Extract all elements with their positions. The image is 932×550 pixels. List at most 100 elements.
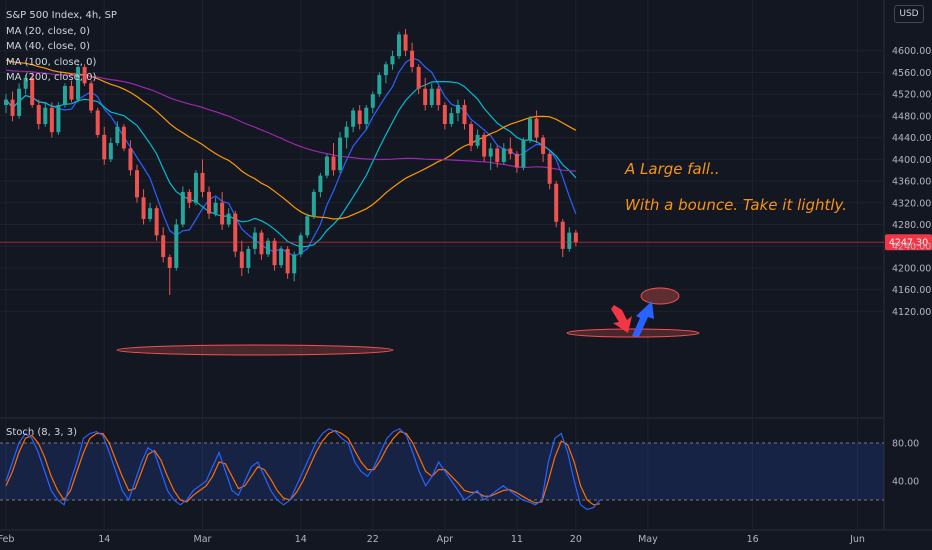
candle-body[interactable]	[207, 191, 212, 214]
candle-body[interactable]	[246, 248, 251, 268]
candle[interactable]	[383, 61, 388, 84]
up-arrow[interactable]	[632, 301, 654, 337]
candle-body[interactable]	[311, 191, 316, 217]
candle[interactable]	[429, 83, 434, 108]
candle[interactable]	[560, 219, 565, 258]
candle[interactable]	[311, 189, 316, 220]
candle-body[interactable]	[567, 232, 572, 249]
candle-body[interactable]	[397, 34, 401, 57]
candle[interactable]	[567, 227, 572, 252]
candle-body[interactable]	[115, 126, 120, 144]
candle-body[interactable]	[200, 172, 205, 192]
candle[interactable]	[17, 83, 22, 119]
candle[interactable]	[554, 181, 559, 228]
candle[interactable]	[102, 126, 107, 165]
candle[interactable]	[324, 153, 329, 179]
candle-body[interactable]	[462, 105, 467, 125]
candle-body[interactable]	[423, 88, 428, 106]
candle-body[interactable]	[508, 148, 513, 154]
candle[interactable]	[357, 105, 362, 130]
candle-body[interactable]	[17, 88, 22, 116]
candle[interactable]	[541, 134, 546, 163]
candle[interactable]	[167, 254, 172, 296]
candle[interactable]	[174, 219, 179, 271]
candle-body[interactable]	[141, 197, 146, 220]
candle[interactable]	[252, 227, 257, 255]
candle-body[interactable]	[259, 232, 264, 255]
candle[interactable]	[148, 202, 153, 222]
candle[interactable]	[534, 110, 539, 144]
candle-body[interactable]	[455, 105, 460, 114]
candle[interactable]	[246, 246, 251, 274]
candle-body[interactable]	[10, 99, 15, 116]
candle[interactable]	[272, 238, 277, 271]
candle[interactable]	[462, 99, 467, 130]
candle-body[interactable]	[56, 105, 61, 133]
candle-body[interactable]	[36, 105, 41, 125]
candle-body[interactable]	[383, 64, 388, 76]
candle[interactable]	[469, 121, 474, 152]
candle[interactable]	[573, 229, 578, 247]
candle-body[interactable]	[344, 126, 349, 138]
candle-body[interactable]	[213, 202, 218, 214]
candle[interactable]	[488, 143, 493, 171]
candle-body[interactable]	[233, 213, 238, 252]
candle[interactable]	[364, 105, 369, 130]
candle-body[interactable]	[239, 251, 244, 268]
candle[interactable]	[436, 86, 441, 111]
candle-body[interactable]	[475, 134, 480, 146]
candle-body[interactable]	[370, 94, 375, 108]
candle-body[interactable]	[167, 257, 172, 268]
candle-body[interactable]	[43, 107, 48, 125]
candle-body[interactable]	[495, 148, 500, 163]
candle-body[interactable]	[573, 232, 578, 243]
candle[interactable]	[318, 172, 323, 198]
candle[interactable]	[397, 31, 401, 59]
candle[interactable]	[141, 189, 146, 225]
candle-body[interactable]	[357, 110, 362, 125]
candle[interactable]	[377, 72, 382, 97]
candle-body[interactable]	[62, 86, 67, 106]
candle[interactable]	[220, 191, 225, 230]
candle[interactable]	[36, 99, 41, 130]
candle[interactable]	[76, 64, 81, 103]
candle[interactable]	[508, 137, 513, 160]
candle-body[interactable]	[351, 110, 356, 127]
candle-body[interactable]	[23, 77, 28, 89]
candle-body[interactable]	[226, 213, 231, 225]
candle[interactable]	[128, 140, 133, 176]
candle-body[interactable]	[220, 202, 225, 225]
candle[interactable]	[193, 170, 198, 206]
candle-body[interactable]	[364, 107, 369, 125]
candle[interactable]	[403, 29, 408, 57]
candle[interactable]	[416, 64, 421, 95]
candle[interactable]	[298, 232, 303, 258]
support-ellipse-right[interactable]	[566, 328, 700, 338]
candle[interactable]	[547, 151, 552, 190]
candle-body[interactable]	[521, 140, 526, 168]
candle-body[interactable]	[30, 77, 35, 106]
candle-body[interactable]	[69, 86, 74, 100]
candle[interactable]	[115, 121, 120, 146]
candle-body[interactable]	[285, 248, 290, 274]
candle[interactable]	[514, 151, 519, 173]
candle[interactable]	[455, 99, 460, 122]
candle[interactable]	[207, 186, 212, 220]
candle[interactable]	[89, 80, 94, 114]
legend-ma20[interactable]: MA (20, close, 0)	[6, 25, 91, 37]
candle[interactable]	[305, 213, 310, 239]
candle[interactable]	[233, 210, 238, 258]
candle[interactable]	[187, 189, 192, 209]
candle-body[interactable]	[528, 118, 532, 141]
candle[interactable]	[69, 80, 74, 103]
candle[interactable]	[226, 208, 231, 228]
legend-ma40[interactable]: MA (40, close, 0)	[6, 41, 91, 52]
candle-body[interactable]	[49, 107, 54, 133]
candle-body[interactable]	[148, 208, 153, 220]
candle-body[interactable]	[174, 224, 179, 268]
candle-body[interactable]	[135, 170, 139, 198]
candle-body[interactable]	[469, 124, 474, 146]
candle-body[interactable]	[95, 110, 100, 135]
candle-body[interactable]	[488, 148, 493, 157]
candle[interactable]	[410, 42, 415, 73]
